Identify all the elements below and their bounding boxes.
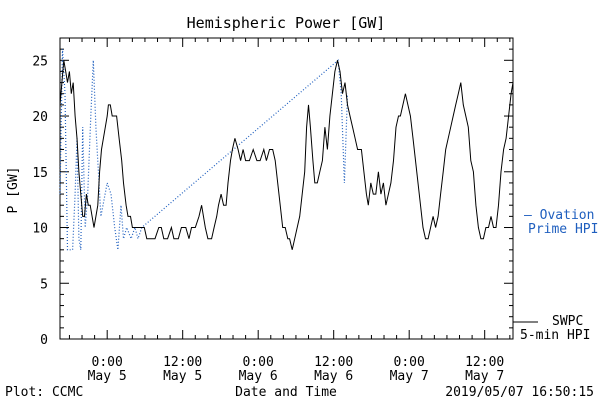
legend: — Ovation Prime HPI SWPC 5-min HPI xyxy=(513,208,598,343)
y-axis-label: P [GW] xyxy=(6,167,21,214)
series-layer xyxy=(59,49,514,251)
x-tick-label-time: 12:00 xyxy=(465,355,504,370)
plot-frame xyxy=(59,37,514,340)
x-tick-label-time: 12:00 xyxy=(163,355,202,370)
x-tick-label-date: May 7 xyxy=(465,369,504,384)
y-tick-label: 20 xyxy=(32,110,48,125)
legend-swpc-line1: SWPC xyxy=(552,314,583,329)
y-axis: 0 5 10 15 20 25 xyxy=(32,37,513,348)
series-swpc-line xyxy=(59,60,514,250)
x-tick-label-date: May 5 xyxy=(88,369,127,384)
x-tick-label-time: 12:00 xyxy=(314,355,353,370)
x-tick-label-date: May 6 xyxy=(314,369,353,384)
legend-swpc-line2: 5-min HPI xyxy=(520,328,590,343)
x-tick-label-date: May 7 xyxy=(390,369,429,384)
x-tick-label-date: May 5 xyxy=(163,369,202,384)
y-tick-label: 15 xyxy=(32,166,48,181)
y-tick-label: 10 xyxy=(32,222,48,237)
x-tick-label-time: 0:00 xyxy=(92,355,123,370)
y-tick-label: 5 xyxy=(40,277,48,292)
legend-ovation-line1: — Ovation xyxy=(524,208,594,223)
x-tick-label-time: 0:00 xyxy=(243,355,274,370)
x-tick-label-date: May 6 xyxy=(239,369,278,384)
x-axis-label: Date and Time xyxy=(235,385,337,400)
footer-timestamp: 2019/05/07 16:50:15 xyxy=(445,385,594,400)
y-tick-label: 0 xyxy=(40,333,48,348)
footer-plot-credit: Plot: CCMC xyxy=(5,385,83,400)
y-tick-label: 25 xyxy=(32,54,48,69)
series-ovation-prime-line xyxy=(59,49,349,251)
legend-ovation-line2: Prime HPI xyxy=(528,222,598,237)
x-tick-label-time: 0:00 xyxy=(394,355,425,370)
chart-title: Hemispheric Power [GW] xyxy=(187,14,386,32)
